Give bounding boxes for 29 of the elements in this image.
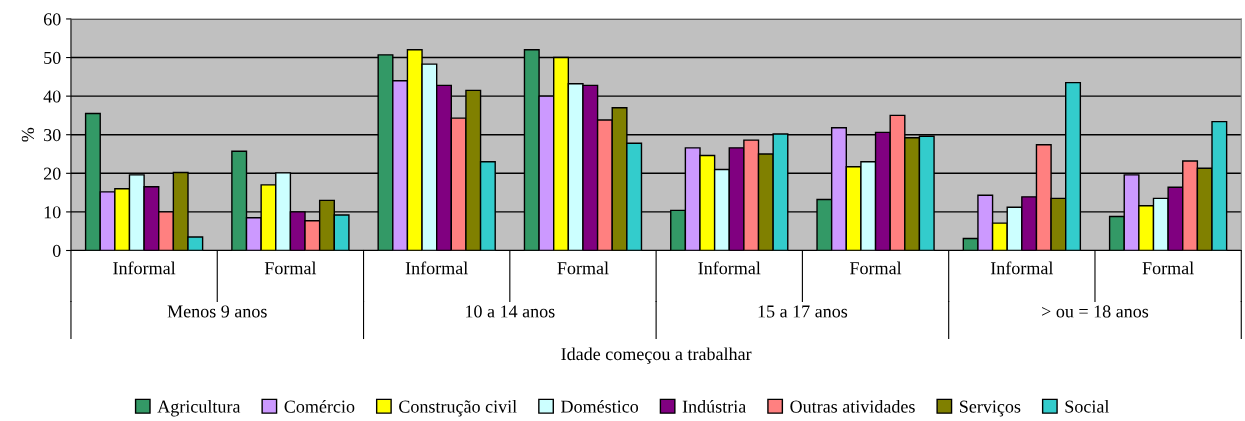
- y-axis-title: %: [21, 127, 35, 142]
- x-tick-label: Formal: [557, 261, 609, 275]
- x-tick-label: Formal: [849, 261, 902, 275]
- text: > ou = 18 anos: [1042, 305, 1149, 318]
- legend-label: Outras atividades: [790, 400, 915, 413]
- y-tick-label: 0: [52, 244, 61, 257]
- text: Menos 9 anos: [167, 305, 267, 318]
- x-tick-label: Formal: [1142, 261, 1194, 275]
- y-tick-label: 50: [44, 51, 61, 64]
- text: 10 a 14 anos: [466, 305, 555, 318]
- y-tick-label: 30: [44, 128, 61, 142]
- x-tick-label: Informal: [990, 261, 1054, 275]
- legend-label: Indústria: [682, 399, 747, 413]
- y-tick-label: 20: [43, 167, 61, 180]
- legend-label: Construção civil: [399, 400, 517, 417]
- x-tick-label: Informal: [405, 261, 468, 275]
- legend-label: Social: [1065, 400, 1110, 413]
- y-tick-label: 10: [44, 206, 61, 219]
- x-tick-label: Informal: [113, 261, 176, 275]
- legend-label: Comércio: [284, 399, 355, 413]
- y-tick-label: 40: [43, 90, 61, 103]
- x-tick-label: Formal: [264, 261, 317, 275]
- legend-label: Serviços: [959, 400, 1021, 417]
- x-tick-label: Informal: [698, 261, 761, 275]
- legend-label: Agricultura: [157, 400, 241, 417]
- legend-label: Doméstico: [561, 399, 639, 413]
- x-axis-title: Idade começou a trabalhar: [561, 347, 752, 364]
- y-tick-label: 60: [43, 13, 61, 26]
- text: 15 a 17 anos: [758, 305, 848, 318]
